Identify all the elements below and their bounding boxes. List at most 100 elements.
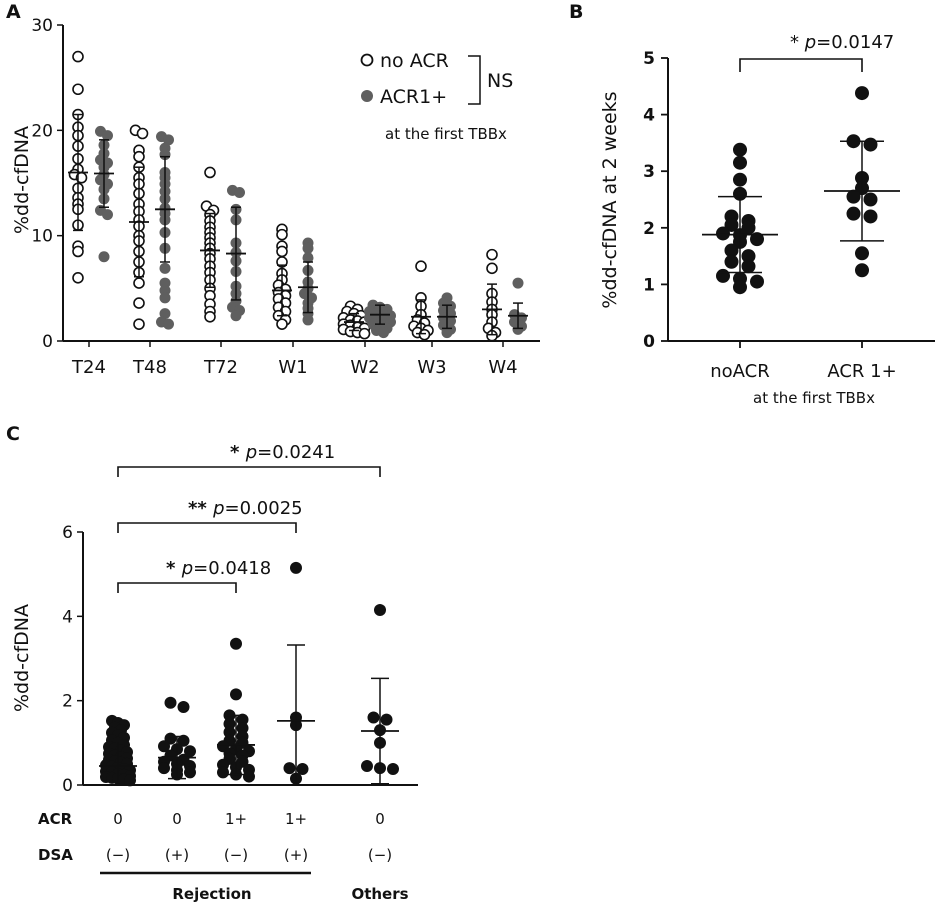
legend-ns-label: NS [487, 70, 513, 92]
panel-c-point [124, 774, 136, 787]
no-acr-point [358, 327, 371, 340]
acr1-point [441, 327, 453, 339]
panel-c-bracket [117, 522, 297, 533]
panel-c-p-value: ** p=0.0025 [188, 498, 303, 519]
noacr-point [716, 226, 730, 241]
panel-a-x-tick-label: W1 [278, 357, 307, 378]
acr1-point [102, 209, 113, 221]
panel-b-bracket [739, 58, 863, 72]
panel-a: A %dd-cfDNA 0 10 20 30 T24 T48 T72 W1 W2 W3 W4 no… [6, 1, 540, 378]
panel-b-data [702, 86, 900, 295]
panel-c-point [177, 734, 190, 747]
acr1-point [855, 246, 869, 261]
acr-row-label: ACR [38, 810, 73, 828]
panel-c-y-tick-label: 0 [62, 776, 73, 796]
dsa-value: (+) [284, 846, 308, 864]
panel-c-point [236, 722, 249, 735]
panel-a-x-tick-label: T24 [71, 357, 106, 378]
acr1-point [846, 189, 861, 204]
panel-c-point [223, 717, 236, 730]
noacr-point [733, 280, 747, 295]
panel-b-y-tick-label: 5 [643, 49, 655, 69]
legend-no-acr-marker [360, 53, 374, 67]
legend-no-acr-label: no ACR [380, 50, 449, 72]
panel-c-bracket [117, 582, 237, 593]
rejection-label: Rejection [172, 885, 251, 903]
panel-b-y-tick-label: 3 [643, 162, 655, 182]
acr1-point [378, 327, 389, 339]
panel-b-x-tick-label: noACR [710, 361, 770, 382]
panel-c-point [290, 561, 302, 574]
panel-b-y-ticks: 0 1 2 3 4 5 [643, 49, 668, 352]
panel-b-y-tick-label: 4 [643, 106, 655, 126]
no-acr-point [204, 166, 216, 179]
acr1-point [863, 192, 878, 207]
acr1-point [159, 262, 171, 274]
no-acr-point [133, 318, 145, 330]
panel-c-y-axis-label: %dd-cfDNA [11, 604, 33, 712]
panel-c-point [184, 745, 196, 758]
panel-b-y-axis-label: %dd-cfDNA at 2 weeks [599, 91, 621, 308]
acr1-point [230, 310, 242, 322]
legend-ns-bracket [468, 55, 481, 105]
acr1-point [159, 308, 171, 320]
panel-a-data [68, 50, 528, 342]
panel-c-point [184, 766, 196, 779]
panel-c-point [367, 711, 380, 724]
panel-a-y-tick-label: 30 [31, 16, 53, 36]
no-acr-point [133, 150, 145, 163]
panel-c-group-labels: ACR DSA 0 (−) 0 (+) 1+ (−) 1+ (+) 0 (−) [38, 810, 392, 864]
panel-c-p-value: * p=0.0418 [166, 558, 271, 579]
panel-a-x-tick-label: W4 [488, 357, 517, 378]
no-acr-point [72, 271, 84, 284]
noacr-point [733, 142, 747, 157]
no-acr-point [133, 277, 145, 289]
panel-c-y-ticks: 0 2 4 6 [62, 523, 83, 796]
panel-b-y-tick-label: 0 [643, 332, 655, 352]
noacr-point [733, 155, 747, 170]
no-acr-point [486, 248, 498, 261]
panel-c-point [223, 726, 236, 739]
panel-b-x-axis-label: at the first TBBx [753, 389, 875, 407]
panel-c-point [158, 762, 170, 775]
acr1-point [163, 318, 174, 330]
noacr-point [724, 243, 739, 258]
dsa-value: (+) [165, 846, 189, 864]
panel-a-y-axis-label: %dd-cfDNA [11, 126, 33, 234]
noacr-point [741, 249, 756, 264]
acr1-point [512, 277, 524, 289]
panel-b: B %dd-cfDNA at 2 weeks 0 1 2 3 4 5 noACR ACR 1… [569, 1, 935, 407]
panel-c-y-tick-label: 4 [62, 607, 73, 627]
legend-acr1-marker [361, 90, 373, 102]
no-acr-point [133, 297, 145, 309]
panel-b-x-ticks: noACR ACR 1+ [710, 341, 897, 382]
no-acr-point [276, 228, 288, 241]
panel-a-letter: A [6, 1, 21, 23]
acr1-point [863, 209, 878, 224]
panel-c-point [164, 696, 177, 709]
acr1-point [302, 242, 314, 254]
panel-b-letter: B [569, 1, 583, 23]
no-acr-point [204, 310, 216, 323]
panel-c-data [99, 561, 399, 787]
panel-c-point [243, 770, 255, 783]
panel-c-significance: * p=0.0241 ** p=0.0025 * p=0.0418 [117, 442, 381, 593]
dsa-value: (−) [368, 846, 392, 864]
panel-c-point [230, 637, 242, 650]
acr1-point [855, 86, 869, 101]
panel-b-significance: * p=0.0147 [739, 32, 894, 72]
no-acr-point [415, 260, 427, 273]
dsa-value: (−) [106, 846, 130, 864]
acr1-point [163, 134, 174, 146]
acr-value: 1+ [225, 810, 247, 828]
acr1-point [512, 323, 524, 335]
acr-value: 0 [375, 810, 385, 828]
no-acr-point [418, 328, 431, 341]
panel-c-point [380, 713, 393, 726]
acr1-point [846, 206, 861, 221]
noacr-point [741, 259, 756, 274]
legend-note: at the first TBBx [385, 125, 507, 143]
acr1-point [302, 252, 314, 264]
panel-c-point [296, 762, 309, 775]
panel-c-point [217, 766, 229, 779]
